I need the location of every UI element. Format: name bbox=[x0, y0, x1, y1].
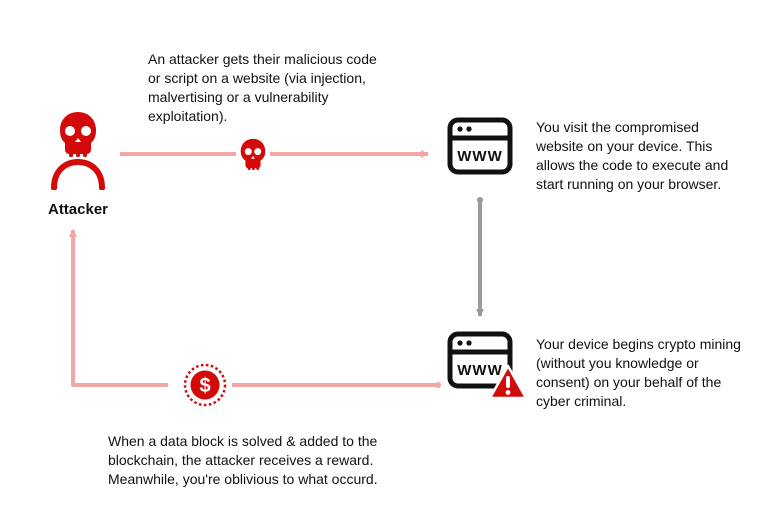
skull-on-arrow bbox=[236, 137, 270, 171]
arrow-coin-to-attacker bbox=[73, 230, 168, 385]
dollar-coin-icon: $ bbox=[182, 362, 228, 408]
skull-icon bbox=[236, 137, 270, 171]
step2-text: You visit the compromised website on you… bbox=[536, 118, 746, 194]
attacker-node bbox=[48, 110, 108, 190]
attacker-icon bbox=[48, 110, 108, 190]
attacker-label: Attacker bbox=[38, 200, 118, 220]
svg-text:$: $ bbox=[199, 375, 210, 397]
diagram-canvas: Attacker WWW bbox=[0, 0, 763, 521]
browser-clean-node: WWW bbox=[444, 112, 516, 184]
browser-www-icon: WWW bbox=[444, 112, 516, 184]
svg-text:WWW: WWW bbox=[457, 148, 502, 165]
step1-text: An attacker gets their malicious code or… bbox=[148, 50, 388, 126]
dollar-coin-node: $ bbox=[182, 362, 228, 408]
browser-www-warning-icon: WWW bbox=[444, 326, 528, 404]
step4-text: When a data block is solved & added to t… bbox=[108, 432, 408, 489]
svg-text:WWW: WWW bbox=[457, 362, 502, 379]
browser-warn-node: WWW bbox=[444, 326, 528, 404]
step3-text: Your device begins crypto mining (withou… bbox=[536, 335, 746, 411]
